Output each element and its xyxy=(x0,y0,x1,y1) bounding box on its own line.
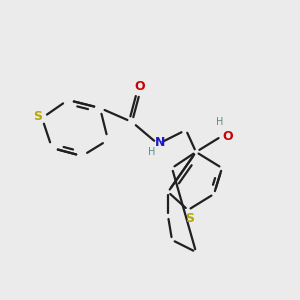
Text: S: S xyxy=(34,110,43,122)
Text: N: N xyxy=(155,136,165,148)
Text: S: S xyxy=(185,212,194,224)
Text: O: O xyxy=(135,80,145,92)
Text: O: O xyxy=(223,130,233,142)
Text: H: H xyxy=(216,117,224,127)
Text: H: H xyxy=(148,147,156,157)
